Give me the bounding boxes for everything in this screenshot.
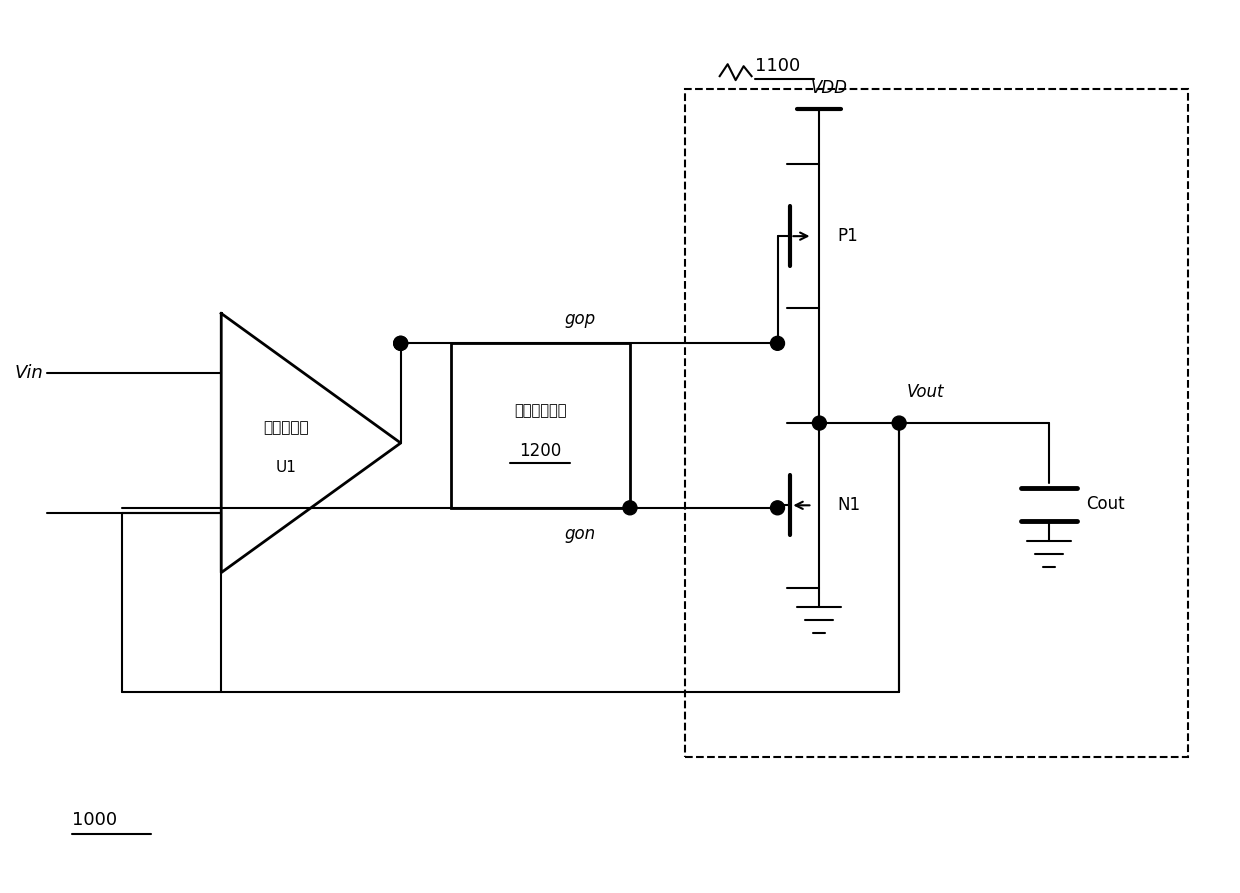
Circle shape (770, 337, 785, 350)
Text: Vout: Vout (908, 383, 945, 401)
Text: gop: gop (564, 311, 595, 329)
Bar (684, 89, 1188, 757)
Circle shape (770, 501, 785, 514)
Circle shape (812, 416, 826, 430)
Text: 运算放大器: 运算放大器 (263, 421, 309, 436)
Text: 1200: 1200 (520, 442, 562, 460)
Text: 1000: 1000 (72, 811, 117, 829)
Text: VDD: VDD (811, 79, 848, 97)
Text: P1: P1 (837, 227, 858, 246)
Text: Cout: Cout (1086, 496, 1125, 513)
Text: 过流保护单元: 过流保护单元 (515, 404, 567, 419)
Text: Vin: Vin (15, 364, 43, 382)
Circle shape (394, 337, 408, 350)
Bar (450, 343, 630, 508)
Circle shape (622, 501, 637, 514)
Text: U1: U1 (275, 461, 296, 475)
Circle shape (394, 337, 408, 350)
Text: gon: gon (564, 525, 595, 543)
Text: 1100: 1100 (755, 57, 800, 75)
Circle shape (892, 416, 906, 430)
Text: N1: N1 (837, 497, 861, 514)
